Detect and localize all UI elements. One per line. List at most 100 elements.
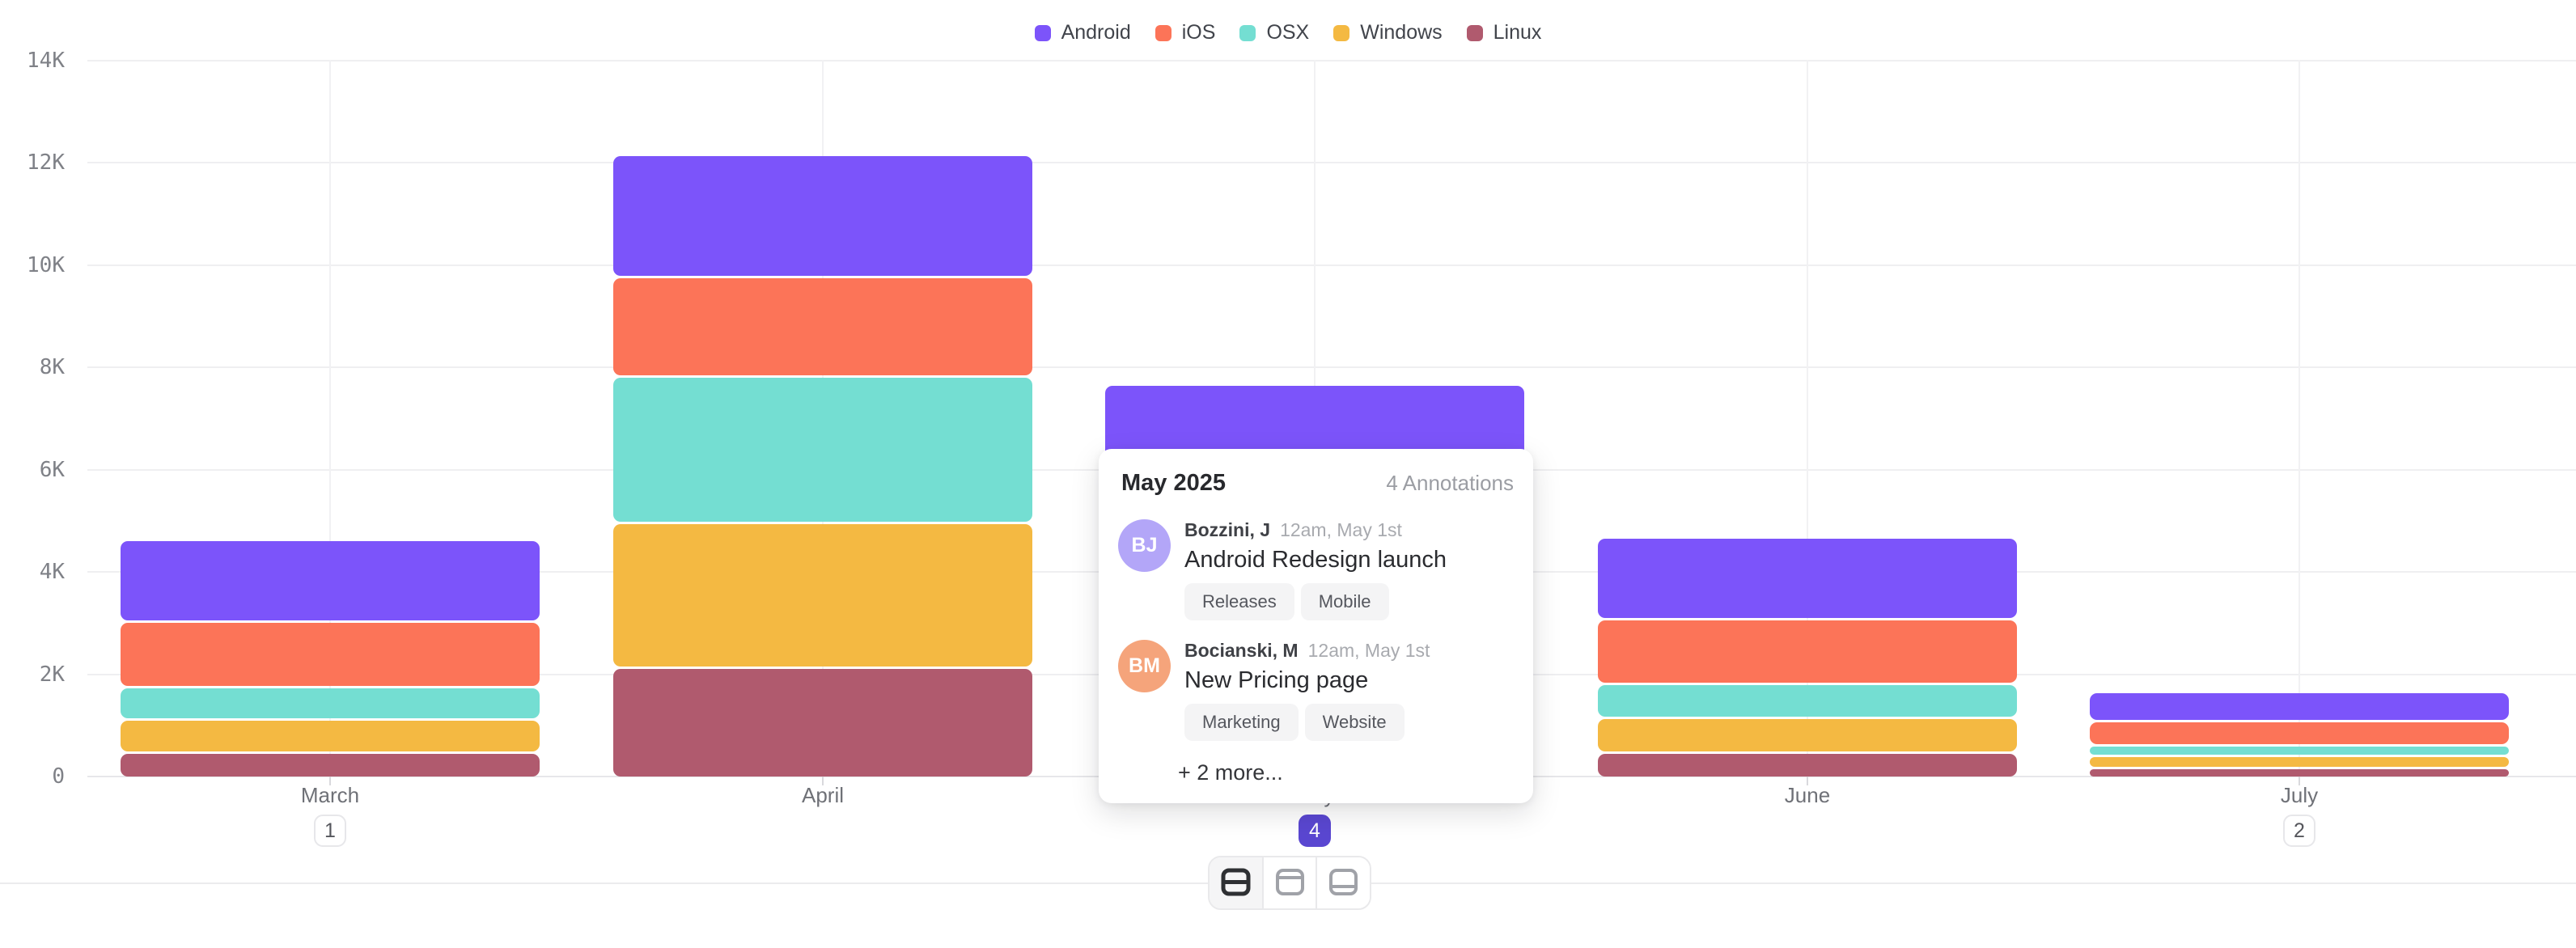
top-panel-view-button[interactable] xyxy=(1263,857,1318,908)
annotation-tag: Website xyxy=(1304,704,1405,741)
bar-segment-march-windows[interactable] xyxy=(121,721,540,752)
annotation-entry-meta: Bozzini, J 12am, May 1st xyxy=(1184,519,1447,541)
bar-segment-march-android[interactable] xyxy=(121,541,540,621)
tooltip-entries: BJ Bozzini, J 12am, May 1st Android Redesig… xyxy=(1116,519,1514,741)
x-axis-tick xyxy=(329,777,331,785)
legend-label: Linux xyxy=(1493,21,1542,44)
annotation-tags: Releases Mobile xyxy=(1184,583,1447,620)
legend-swatch-icon xyxy=(1239,24,1256,41)
bar-april xyxy=(613,155,1032,777)
annotation-count-badge-march[interactable]: 1 xyxy=(314,815,346,847)
y-axis-tick-label: 10K xyxy=(27,252,65,277)
tooltip-annotation-count: 4 Annotations xyxy=(1386,471,1514,495)
bar-segment-july-osx[interactable] xyxy=(2090,747,2509,755)
legend-item-ios[interactable]: iOS xyxy=(1155,21,1216,44)
x-axis-label-april: April xyxy=(801,783,844,807)
legend-item-osx[interactable]: OSX xyxy=(1239,21,1309,44)
split-rows-view-button[interactable] xyxy=(1210,857,1264,908)
annotation-entry-body: Bozzini, J 12am, May 1st Android Redesign … xyxy=(1184,519,1447,620)
annotation-title: Android Redesign launch xyxy=(1184,547,1447,573)
chart-legend: Android iOS OSX Windows Linux xyxy=(0,21,2576,44)
annotation-timestamp: 12am, May 1st xyxy=(1307,640,1430,661)
legend-item-android[interactable]: Android xyxy=(1034,21,1131,44)
split-rows-view-icon xyxy=(1221,868,1251,899)
gridline-y-12K xyxy=(87,162,2576,163)
layout-view-switcher xyxy=(1208,856,1371,910)
x-axis-tick xyxy=(822,777,824,785)
legend-label: OSX xyxy=(1266,21,1310,44)
annotation-author: Bozzini, J xyxy=(1184,519,1271,540)
gridline-y-8K xyxy=(87,366,2576,368)
annotation-entry[interactable]: BM Bocianski, M 12am, May 1st New Pricing p… xyxy=(1116,640,1514,741)
bar-segment-march-linux[interactable] xyxy=(121,754,540,777)
annotation-entry-body: Bocianski, M 12am, May 1st New Pricing pag… xyxy=(1184,640,1430,741)
bar-segment-march-ios[interactable] xyxy=(121,623,540,686)
user-avatar: BM xyxy=(1118,640,1171,692)
annotation-tags: Marketing Website xyxy=(1184,704,1430,741)
bar-segment-june-ios[interactable] xyxy=(1598,620,2017,683)
annotation-tag: Mobile xyxy=(1300,583,1389,620)
bar-july xyxy=(2090,692,2509,777)
y-axis-tick-label: 0 xyxy=(52,764,65,789)
bottom-panel-view-icon xyxy=(1328,868,1358,899)
bar-segment-july-android[interactable] xyxy=(2090,692,2509,721)
legend-label: Windows xyxy=(1360,21,1443,44)
legend-label: iOS xyxy=(1181,21,1216,44)
annotation-timestamp: 12am, May 1st xyxy=(1280,519,1402,540)
legend-label: Android xyxy=(1061,21,1131,44)
top-panel-view-icon xyxy=(1275,868,1305,899)
legend-swatch-icon xyxy=(1333,24,1350,41)
annotation-entry-meta: Bocianski, M 12am, May 1st xyxy=(1184,640,1430,662)
bar-june xyxy=(1598,539,2017,777)
annotation-author: Bocianski, M xyxy=(1184,640,1299,661)
y-axis-tick-label: 14K xyxy=(27,48,65,73)
x-axis-label-june: June xyxy=(1784,783,1831,807)
legend-swatch-icon xyxy=(1034,24,1051,41)
tooltip-title: May 2025 xyxy=(1121,470,1226,496)
y-axis-tick-label: 4K xyxy=(39,560,65,584)
x-axis-tick xyxy=(2298,777,2300,785)
bottom-panel-view-button[interactable] xyxy=(1317,857,1370,908)
x-axis-label-march: March xyxy=(300,783,360,807)
y-axis-tick-label: 8K xyxy=(39,355,65,379)
bar-segment-april-windows[interactable] xyxy=(613,524,1032,667)
bar-segment-april-android[interactable] xyxy=(613,155,1032,276)
annotation-count-badge-july[interactable]: 2 xyxy=(2283,815,2315,847)
bar-segment-june-linux[interactable] xyxy=(1598,754,2017,777)
y-axis-tick-label: 2K xyxy=(39,662,65,687)
bar-segment-july-ios[interactable] xyxy=(2090,722,2509,745)
x-axis-label-july: July xyxy=(2280,783,2319,807)
legend-swatch-icon xyxy=(1466,24,1483,41)
bar-segment-april-ios[interactable] xyxy=(613,277,1032,375)
gridline-x-july xyxy=(2298,60,2300,777)
y-axis-tick-label: 6K xyxy=(39,457,65,482)
bar-segment-june-windows[interactable] xyxy=(1598,719,2017,752)
bar-segment-july-linux[interactable] xyxy=(2090,769,2509,777)
annotation-tag: Marketing xyxy=(1184,704,1299,741)
bar-segment-april-osx[interactable] xyxy=(613,377,1032,523)
tooltip-header: May 2025 4 Annotations xyxy=(1116,470,1514,497)
bar-segment-april-linux[interactable] xyxy=(613,669,1032,777)
bar-march xyxy=(121,541,540,777)
bar-segment-july-windows[interactable] xyxy=(2090,756,2509,768)
show-more-annotations-link[interactable]: + 2 more... xyxy=(1178,760,1283,785)
bar-segment-june-osx[interactable] xyxy=(1598,684,2017,717)
gridline-y-14K xyxy=(87,59,2576,61)
bar-segment-march-osx[interactable] xyxy=(121,688,540,719)
legend-item-windows[interactable]: Windows xyxy=(1333,21,1443,44)
annotation-entry[interactable]: BJ Bozzini, J 12am, May 1st Android Redesig… xyxy=(1116,519,1514,620)
gridline-y-10K xyxy=(87,264,2576,266)
gridline-x-june xyxy=(1807,60,1808,777)
annotation-count-badge-may[interactable]: 4 xyxy=(1299,815,1331,847)
legend-swatch-icon xyxy=(1155,24,1171,41)
annotation-tooltip: May 2025 4 Annotations BJ Bozzini, J 12am,… xyxy=(1099,449,1533,803)
annotation-tag: Releases xyxy=(1184,583,1294,620)
gridline-x-march xyxy=(329,60,331,777)
bar-segment-june-android[interactable] xyxy=(1598,539,2017,618)
legend-item-linux[interactable]: Linux xyxy=(1466,21,1542,44)
user-avatar: BJ xyxy=(1118,519,1171,572)
y-axis-tick-label: 12K xyxy=(27,150,65,175)
annotation-title: New Pricing page xyxy=(1184,667,1369,693)
x-axis-tick xyxy=(1807,777,1808,785)
